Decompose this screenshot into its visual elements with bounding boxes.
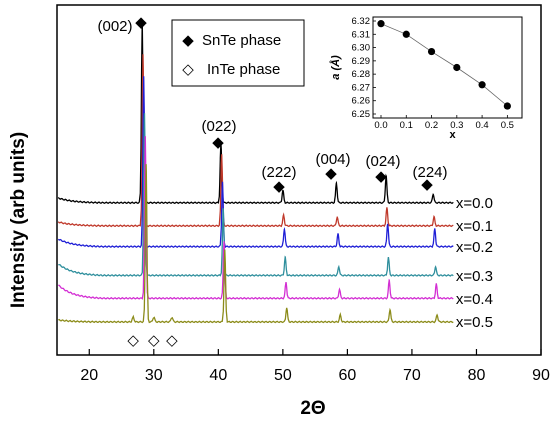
- inset-y-tick-label: 6.28: [352, 69, 371, 80]
- inset-x-tick-label: 0.1: [400, 120, 413, 131]
- peak-label: (224): [412, 164, 447, 181]
- x-tick-label: 20: [80, 367, 98, 384]
- x-tick-label: 70: [403, 367, 421, 384]
- plot-area: [56, 4, 542, 356]
- sn-te-marker-icon: ◆: [375, 168, 387, 185]
- inset-x-tick-label: 0.4: [475, 120, 488, 131]
- inset-y-tick-label: 6.26: [352, 96, 371, 107]
- in-te-marker-icon: ◇: [127, 332, 139, 349]
- inset-lattice-chart: 6.25 6.26 6.27 6.28 6.29 6.30 6.31 6.32 0.0 0.1 0.…: [329, 16, 523, 141]
- in-te-marker-icon: ◇: [148, 332, 160, 349]
- legend-box: [171, 19, 305, 87]
- inset-y-tick-label: 6.25: [352, 109, 371, 120]
- xrd-traces: x=0.0 x=0.1 x=0.2 x=0.3 x=0.4 x=0.5: [57, 22, 493, 331]
- trace-x-0-0: [57, 22, 454, 205]
- inset-x-tick-label: 0.5: [501, 120, 514, 131]
- inset-data-point: [402, 30, 410, 38]
- x-tick-label: 90: [532, 367, 550, 384]
- x-tick-label: 40: [209, 367, 227, 384]
- in-te-marker-icon: ◇: [166, 332, 178, 349]
- sn-te-marker-icon: ◆: [135, 14, 147, 31]
- series-label: x=0.1: [456, 218, 493, 235]
- inset-y-tick-label: 6.31: [352, 29, 371, 40]
- plot-frame: [56, 4, 542, 356]
- trace-x-0-3: [58, 113, 454, 277]
- inset-x-tick-label: 0.0: [374, 120, 387, 131]
- series-label: x=0.3: [456, 268, 493, 285]
- x-axis-ticks: 20 30 40 50 60 70 80 90: [80, 349, 550, 384]
- peak-label: (024): [365, 153, 400, 170]
- trace-x-0-5: [58, 164, 454, 324]
- y-axis-label: Intensity (arb units): [8, 132, 29, 308]
- trace-x-0-1: [57, 54, 454, 228]
- inset-data-point: [427, 47, 436, 56]
- filled-diamond-icon: ◆: [182, 32, 194, 49]
- sn-te-marker-icon: ◆: [421, 176, 433, 193]
- inset-x-tick-label: 0.3: [450, 120, 463, 131]
- series-label: x=0.5: [456, 314, 493, 331]
- peak-label: (004): [315, 151, 350, 168]
- sn-te-marker-icon: ◆: [325, 165, 337, 182]
- inset-y-label: a (Å): [329, 55, 342, 80]
- inset-data-point: [453, 63, 461, 72]
- x-tick-label: 60: [339, 367, 357, 384]
- inset-y-tick-label: 6.32: [352, 16, 371, 27]
- inset-x-label: x: [449, 129, 456, 141]
- series-label: x=0.4: [456, 291, 493, 308]
- series-label: x=0.0: [456, 195, 493, 212]
- sn-te-marker-icon: ◆: [273, 178, 285, 195]
- peak-label: (022): [201, 118, 236, 135]
- peak-label: (222): [261, 164, 296, 181]
- inset-y-tick-label: 6.29: [352, 56, 371, 67]
- inset-data-point: [377, 20, 385, 28]
- legend-label: InTe phase: [207, 61, 280, 78]
- legend: ◆ SnTe phase ◇ InTe phase: [171, 19, 305, 87]
- trace-x-0-2: [57, 76, 454, 249]
- x-tick-label: 50: [274, 367, 292, 384]
- trace-x-0-4: [58, 136, 454, 300]
- inset-frame: [372, 16, 523, 119]
- open-diamond-icon: ◇: [182, 61, 194, 78]
- peak-annotations: (002) ◆(022)◆(222)◆(004)◆(024)◆ (224)◆◇ ◇ ◇: [97, 14, 447, 349]
- inset-data-point: [478, 81, 486, 89]
- inset-y-tick-label: 6.30: [352, 43, 371, 54]
- inset-y-tick-label: 6.27: [352, 82, 371, 93]
- legend-label: SnTe phase: [202, 32, 281, 49]
- inset-trend-line: [380, 23, 508, 107]
- series-label: x=0.2: [456, 239, 493, 256]
- peak-label: (002): [97, 18, 132, 35]
- x-tick-label: 30: [145, 367, 163, 384]
- x-tick-label: 80: [468, 367, 486, 384]
- x-axis-label: 2Θ: [300, 398, 325, 419]
- inset-x-tick-label: 0.2: [425, 120, 438, 131]
- inset-data-point: [503, 102, 511, 110]
- sn-te-marker-icon: ◆: [212, 134, 224, 151]
